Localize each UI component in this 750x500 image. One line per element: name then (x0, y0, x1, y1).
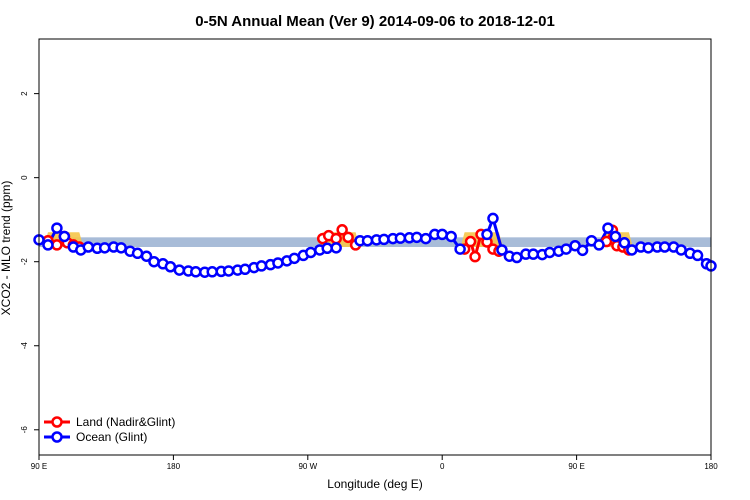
ocean-data-point (321, 242, 333, 255)
ocean-data-point (206, 266, 218, 278)
ocean-data-point (675, 244, 687, 256)
ocean-data-point (305, 246, 317, 259)
y-tick-label: -4 (20, 342, 29, 350)
ocean-data-point (481, 228, 493, 241)
ocean-data-point (82, 241, 95, 253)
ocean-data-point (190, 266, 202, 278)
ocean-data-point (222, 265, 235, 277)
ocean-data-point (454, 243, 466, 255)
ocean-data-point (496, 244, 508, 256)
ocean-data-point (378, 233, 390, 246)
x-tick-label: 90 W (298, 462, 317, 471)
ocean-data-point (272, 257, 284, 269)
x-tick-label: 90 E (568, 462, 584, 471)
ocean-data-point (609, 230, 622, 243)
ocean-data-point (411, 231, 423, 244)
series-points (33, 212, 717, 278)
land-data-point (464, 235, 477, 248)
legend: Land (Nadir&Glint) Ocean (Glint) (44, 415, 175, 444)
ocean-data-point (148, 255, 160, 268)
y-axis-label: XCO2 - MLO trend (ppm) (0, 181, 13, 316)
ocean-data-point (288, 252, 301, 265)
ocean-data-point (420, 232, 432, 245)
ocean-data-point (445, 230, 457, 243)
ocean-data-point (255, 260, 268, 272)
ocean-data-point (593, 239, 605, 251)
ocean-data-point (115, 242, 127, 254)
ocean-data-point (361, 234, 374, 247)
ocean-data-point (58, 230, 71, 243)
y-axis-ticks: 2 0 -2 -4 -6 (20, 91, 39, 433)
x-axis-label: Longitude (deg E) (327, 477, 422, 491)
legend-land-label: Land (Nadir&Glint) (76, 415, 175, 429)
land-data-point (336, 224, 348, 236)
chart-title: 0-5N Annual Mean (Ver 9) 2014-09-06 to 2… (195, 13, 555, 30)
y-tick-label: 0 (20, 175, 29, 180)
ocean-data-point (658, 241, 671, 253)
ocean-data-point (173, 264, 186, 276)
ocean-data-point (576, 244, 589, 257)
plot-frame (38, 38, 712, 456)
ocean-data-point (543, 246, 556, 259)
x-tick-label: 180 (167, 462, 181, 471)
ocean-data-point (626, 244, 638, 256)
ocean-data-point (98, 242, 111, 254)
land-data-point (342, 231, 354, 244)
ocean-data-point (642, 242, 655, 254)
legend-ocean-label: Ocean (Glint) (76, 430, 147, 444)
land-data-point (330, 232, 342, 245)
ocean-data-point (436, 228, 448, 241)
ocean-data-point (527, 248, 540, 260)
x-axis-ticks: 90 E 180 90 W 0 90 E 180 (31, 455, 718, 471)
ocean-data-point (239, 263, 251, 276)
ocean-data-point (618, 237, 631, 249)
ocean-data-point (131, 247, 144, 260)
land-data-point (51, 239, 63, 251)
ocean-data-point (602, 222, 614, 234)
y-tick-label: -6 (20, 426, 29, 434)
ocean-data-point (42, 239, 54, 251)
ocean-data-point (487, 212, 499, 225)
ocean-data-point (140, 250, 153, 262)
x-tick-label: 180 (704, 462, 718, 471)
y-tick-label: 2 (20, 91, 29, 96)
ocean-data-point (394, 232, 407, 244)
y-tick-label: -2 (20, 258, 29, 266)
x-tick-label: 90 E (31, 462, 47, 471)
land-data-point (469, 250, 481, 263)
ocean-data-point (560, 243, 572, 255)
legend-ocean-marker (51, 431, 63, 443)
ocean-data-point (691, 249, 704, 262)
ocean-data-point (164, 260, 177, 273)
x-tick-label: 0 (440, 462, 445, 471)
ocean-data-point (511, 251, 523, 264)
ocean-data-point (51, 222, 63, 234)
legend-land-marker (51, 416, 63, 428)
ocean-data-point (330, 242, 342, 254)
